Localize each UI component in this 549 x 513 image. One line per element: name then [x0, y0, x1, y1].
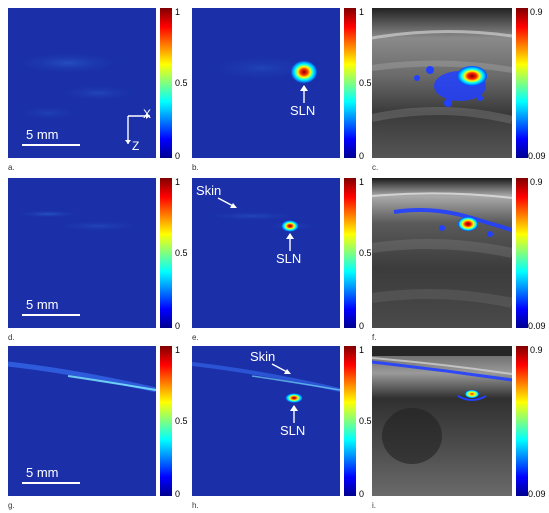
photoacoustic-image [192, 8, 340, 158]
colorbar-g [160, 346, 172, 496]
scale-bar-label: 5 mm [26, 127, 59, 142]
colorbar-d-mid: 0.5 [175, 248, 188, 258]
colorbar-a-min: 0 [175, 151, 181, 161]
colorbar-d [160, 178, 172, 328]
panel-f-letter: f. [372, 333, 377, 342]
colorbar-i-min: 0.09 [528, 489, 546, 499]
scale-bar [22, 314, 80, 316]
colorbar-f [516, 178, 528, 328]
colorbar-g-max: 1 [175, 345, 181, 355]
colorbar-e-max: 1 [359, 177, 365, 187]
colorbar-h-mid: 0.5 [359, 416, 372, 426]
arrow-up-icon [290, 405, 298, 423]
panel-a-image: 5 mm X Z [8, 8, 156, 158]
colorbar-e-mid: 0.5 [359, 248, 372, 258]
sln-label: SLN [276, 251, 302, 266]
arrow-down-right-icon [217, 197, 237, 208]
colorbar-f-min: 0.09 [528, 321, 546, 331]
colorbar-g-mid: 0.5 [175, 416, 188, 426]
scale-bar-label: 5 mm [26, 297, 59, 312]
panel-h-image: Skin SLN [192, 346, 340, 496]
panel-c-letter: c. [372, 163, 379, 172]
colorbar-a-max: 1 [175, 7, 181, 17]
arrow-up-icon [300, 85, 308, 103]
scale-bar [22, 482, 80, 484]
colorbar-i-max: 0.9 [530, 345, 543, 355]
ultrasound-overlay-image [372, 178, 512, 328]
panel-h-letter: h. [192, 501, 199, 510]
scale-bar [22, 144, 80, 146]
colorbar-d-min: 0 [175, 321, 181, 331]
panel-i-image [372, 346, 512, 496]
arrow-up-icon [286, 233, 294, 251]
scale-bar-label: 5 mm [26, 465, 59, 480]
colorbar-d-max: 1 [175, 177, 181, 187]
photoacoustic-image [8, 178, 156, 328]
colorbar-c-min: 0.09 [528, 151, 546, 161]
colorbar-e [344, 178, 356, 328]
sln-label: SLN [280, 423, 306, 438]
photoacoustic-image [192, 346, 340, 496]
colorbar-b-mid: 0.5 [359, 78, 372, 88]
colorbar-a-mid: 0.5 [175, 78, 188, 88]
sln-label: SLN [290, 103, 316, 118]
colorbar-g-min: 0 [175, 489, 181, 499]
panel-i-letter: i. [372, 501, 376, 510]
panel-e-image: Skin SLN [192, 178, 340, 328]
colorbar-h-min: 0 [359, 489, 365, 499]
panel-b-image: SLN [192, 8, 340, 158]
colorbar-c-max: 0.9 [530, 7, 543, 17]
colorbar-a [160, 8, 172, 158]
photoacoustic-image [8, 346, 156, 496]
panel-c-image [372, 8, 512, 158]
panel-d-letter: d. [8, 333, 15, 342]
ultrasound-overlay-image [372, 346, 512, 496]
panel-g-letter: g. [8, 501, 15, 510]
arrow-down-right-icon [271, 363, 291, 374]
panel-b-letter: b. [192, 163, 199, 172]
photoacoustic-image [8, 8, 156, 158]
colorbar-b-max: 1 [359, 7, 365, 17]
axis-z-label: Z [132, 139, 140, 153]
skin-label: Skin [196, 183, 222, 198]
colorbar-c [516, 8, 528, 158]
colorbar-h-max: 1 [359, 345, 365, 355]
panel-f-image [372, 178, 512, 328]
colorbar-f-max: 0.9 [530, 177, 543, 187]
skin-label: Skin [250, 349, 276, 364]
panel-a-letter: a. [8, 163, 15, 172]
panel-d-image: 5 mm [8, 178, 156, 328]
colorbar-e-min: 0 [359, 321, 365, 331]
colorbar-b [344, 8, 356, 158]
ultrasound-overlay-image [372, 8, 512, 158]
panel-e-letter: e. [192, 333, 199, 342]
panel-g-image: 5 mm [8, 346, 156, 496]
photoacoustic-image [192, 178, 340, 328]
axis-x-label: X [143, 107, 152, 121]
colorbar-h [344, 346, 356, 496]
colorbar-b-min: 0 [359, 151, 365, 161]
colorbar-i [516, 346, 528, 496]
xz-axes-icon [125, 114, 150, 144]
